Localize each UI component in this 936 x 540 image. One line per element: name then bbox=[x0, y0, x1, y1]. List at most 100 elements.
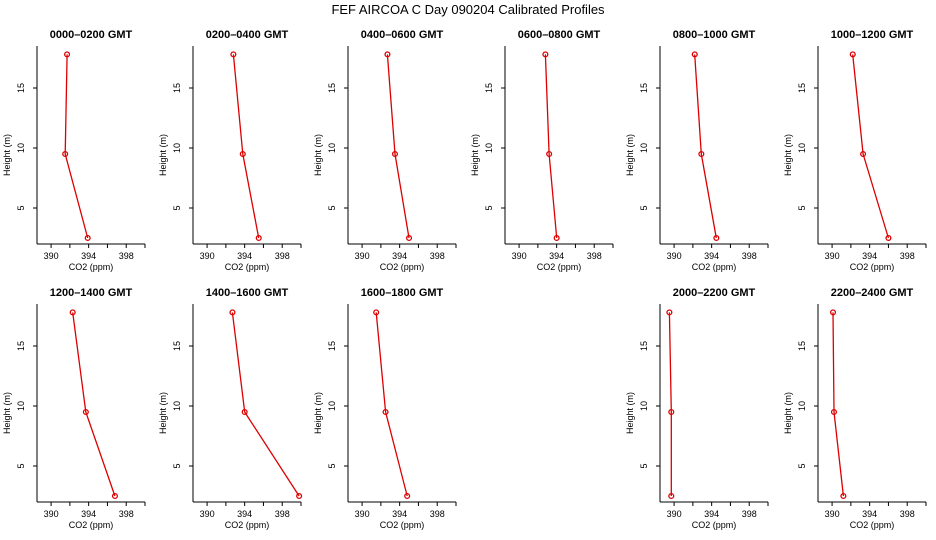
y-axis-label: Height (m) bbox=[313, 392, 323, 434]
y-tick-label: 5 bbox=[484, 205, 494, 210]
x-axis-label: CO2 (ppm) bbox=[692, 520, 737, 530]
x-tick-label: 398 bbox=[119, 251, 134, 261]
x-tick-label: 394 bbox=[392, 509, 407, 519]
data-point bbox=[405, 234, 413, 242]
data-point bbox=[829, 309, 837, 316]
y-tick-label: 10 bbox=[16, 143, 26, 153]
y-tick-label: 5 bbox=[172, 205, 182, 210]
data-point bbox=[69, 309, 76, 316]
data-point bbox=[668, 408, 675, 416]
y-axis-label: Height (m) bbox=[783, 134, 793, 176]
data-point bbox=[404, 492, 411, 500]
profile-panel-8: 1600–1800 GMT 390 394 398 5 10 15 CO2 (ppm) Heig… bbox=[313, 287, 457, 530]
y-tick-label: 5 bbox=[797, 463, 807, 468]
profile-line bbox=[232, 54, 260, 239]
data-point bbox=[62, 150, 69, 158]
x-axis-label: CO2 (ppm) bbox=[692, 262, 737, 272]
data-point bbox=[546, 150, 553, 158]
data-point bbox=[111, 492, 118, 500]
x-tick-label: 390 bbox=[44, 509, 59, 519]
data-point bbox=[230, 51, 237, 58]
profile-panel-10: 2000–2200 GMT 390 394 398 5 10 15 CO2 (ppm) Heig… bbox=[625, 287, 769, 530]
y-tick-label: 10 bbox=[172, 143, 182, 153]
y-tick-label: 5 bbox=[327, 463, 337, 468]
y-axis-label: Height (m) bbox=[158, 134, 168, 176]
x-tick-label: 390 bbox=[355, 251, 370, 261]
panel-title: 1200–1400 GMT bbox=[50, 287, 133, 299]
profile-panel-1: 0200–0400 GMT 390 394 398 5 10 15 CO2 (ppm) Heig… bbox=[158, 29, 302, 272]
data-point bbox=[830, 408, 838, 416]
y-tick-label: 10 bbox=[484, 143, 494, 153]
profile-panel-5: 1000–1200 GMT 390 394 398 5 10 15 CO2 (ppm) Heig… bbox=[783, 29, 927, 272]
y-tick-label: 10 bbox=[797, 401, 807, 411]
data-point bbox=[239, 150, 246, 158]
x-tick-label: 394 bbox=[862, 251, 877, 261]
y-tick-label: 15 bbox=[797, 341, 807, 351]
x-axis-label: CO2 (ppm) bbox=[69, 520, 114, 530]
data-point bbox=[666, 309, 673, 316]
y-tick-label: 15 bbox=[16, 341, 26, 351]
x-axis-label: CO2 (ppm) bbox=[69, 262, 114, 272]
panel-title: 2000–2200 GMT bbox=[673, 287, 756, 299]
x-tick-label: 394 bbox=[237, 251, 252, 261]
profile-panel-0: 0000–0200 GMT 390 394 398 5 10 15 CO2 (ppm) Heig… bbox=[2, 29, 146, 272]
profile-panel-2: 0400–0600 GMT 390 394 398 5 10 15 CO2 (ppm) Heig… bbox=[313, 29, 457, 272]
data-point bbox=[229, 309, 236, 316]
y-tick-label: 15 bbox=[327, 341, 337, 351]
x-tick-label: 398 bbox=[900, 251, 915, 261]
panel-title: 0200–0400 GMT bbox=[206, 29, 289, 41]
x-axis-label: CO2 (ppm) bbox=[380, 262, 425, 272]
profile-line bbox=[668, 312, 672, 496]
y-axis-label: Height (m) bbox=[783, 392, 793, 434]
data-point bbox=[542, 51, 549, 58]
y-tick-label: 15 bbox=[172, 341, 182, 351]
x-tick-label: 398 bbox=[587, 251, 602, 261]
x-axis-label: CO2 (ppm) bbox=[537, 262, 582, 272]
x-tick-label: 398 bbox=[430, 251, 445, 261]
y-tick-label: 15 bbox=[172, 83, 182, 93]
y-axis-label: Height (m) bbox=[158, 392, 168, 434]
y-tick-label: 15 bbox=[327, 83, 337, 93]
x-tick-label: 398 bbox=[742, 251, 757, 261]
data-point bbox=[241, 408, 248, 416]
data-point bbox=[255, 234, 262, 242]
y-tick-label: 10 bbox=[639, 401, 649, 411]
data-point bbox=[691, 51, 698, 58]
y-axis-label: Height (m) bbox=[2, 392, 12, 434]
x-tick-label: 394 bbox=[392, 251, 407, 261]
y-tick-label: 10 bbox=[327, 401, 337, 411]
data-point bbox=[668, 492, 675, 500]
x-tick-label: 390 bbox=[200, 509, 215, 519]
y-tick-label: 10 bbox=[16, 401, 26, 411]
panel-title: 0600–0800 GMT bbox=[518, 29, 601, 41]
x-axis-label: CO2 (ppm) bbox=[225, 520, 270, 530]
y-tick-label: 15 bbox=[639, 83, 649, 93]
data-point bbox=[849, 51, 856, 58]
x-tick-label: 394 bbox=[237, 509, 252, 519]
x-tick-label: 398 bbox=[742, 509, 757, 519]
data-point bbox=[384, 51, 391, 58]
y-tick-label: 5 bbox=[327, 205, 337, 210]
profile-line bbox=[832, 312, 845, 497]
panel-title: 0800–1000 GMT bbox=[673, 29, 756, 41]
data-point bbox=[885, 234, 892, 242]
x-tick-label: 398 bbox=[119, 509, 134, 519]
x-axis-label: CO2 (ppm) bbox=[850, 520, 895, 530]
y-axis-label: Height (m) bbox=[313, 134, 323, 176]
x-tick-label: 394 bbox=[81, 251, 96, 261]
profile-panel-7: 1400–1600 GMT 390 394 398 5 10 15 CO2 (ppm) Heig… bbox=[158, 287, 303, 530]
data-point bbox=[713, 234, 720, 242]
x-tick-label: 398 bbox=[275, 251, 290, 261]
y-axis-label: Height (m) bbox=[625, 134, 635, 176]
x-tick-label: 390 bbox=[825, 251, 840, 261]
data-point bbox=[82, 408, 89, 416]
profile-panel-4: 0800–1000 GMT 390 394 398 5 10 15 CO2 (ppm) Heig… bbox=[625, 29, 769, 272]
data-point bbox=[84, 234, 91, 242]
y-axis-label: Height (m) bbox=[2, 134, 12, 176]
profile-line bbox=[72, 312, 116, 497]
data-point bbox=[840, 492, 847, 500]
x-tick-label: 394 bbox=[704, 251, 719, 261]
x-tick-label: 398 bbox=[275, 509, 290, 519]
y-tick-label: 15 bbox=[16, 83, 26, 93]
y-tick-label: 5 bbox=[639, 463, 649, 468]
